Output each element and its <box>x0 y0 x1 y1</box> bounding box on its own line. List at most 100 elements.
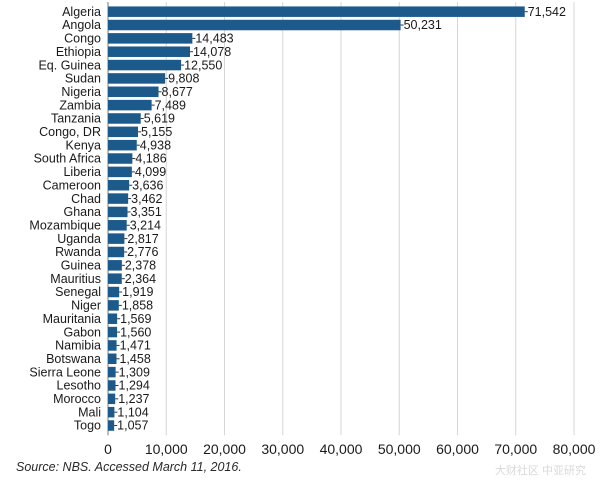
bar-22 <box>108 286 120 298</box>
value-label-11: 4,938 <box>140 138 171 152</box>
value-label-14: 3,636 <box>132 178 163 192</box>
category-label-28: Sierra Leone <box>29 365 101 379</box>
bar-12 <box>108 153 133 164</box>
value-label-18: 2,817 <box>127 232 158 246</box>
category-label-5: Eq. Guinea <box>38 58 101 72</box>
bar-5 <box>108 59 182 71</box>
x-tick-label-5: 50,000 <box>378 441 421 457</box>
category-label-8: Zambia <box>59 98 101 112</box>
value-label-20: 2,378 <box>125 259 156 273</box>
category-label-25: Gabon <box>63 325 101 339</box>
value-label-32: 1,057 <box>117 419 148 433</box>
bar-14 <box>108 179 130 191</box>
bar-3 <box>108 33 193 44</box>
category-label-21: Mauritius <box>50 272 101 286</box>
value-label-29: 1,294 <box>119 379 150 393</box>
bar-16 <box>108 206 128 218</box>
x-tick-label-3: 30,000 <box>261 441 304 457</box>
category-label-22: Senegal <box>55 285 101 299</box>
category-label-23: Niger <box>71 299 101 313</box>
bar-15 <box>108 193 129 204</box>
bar-20 <box>108 260 122 271</box>
value-label-10: 5,155 <box>141 125 172 139</box>
bar-10 <box>108 126 139 138</box>
x-tick-label-0: 0 <box>104 441 112 457</box>
category-label-17: Mozambique <box>29 218 101 232</box>
category-label-24: Mauritania <box>43 312 101 326</box>
value-label-8: 7,489 <box>155 98 186 112</box>
bar-21 <box>108 273 122 284</box>
category-label-10: Congo, DR <box>39 125 101 139</box>
bar-4 <box>108 46 191 57</box>
x-tick-label-1: 10,000 <box>145 441 188 457</box>
value-label-4: 14,078 <box>193 45 231 59</box>
value-label-22: 1,919 <box>122 285 153 299</box>
category-label-12: South Africa <box>34 152 101 166</box>
x-tick-label-8: 80,000 <box>553 441 596 457</box>
value-label-9: 5,619 <box>144 112 175 126</box>
value-label-27: 1,458 <box>119 352 150 366</box>
x-tick-label-7: 70,000 <box>494 441 537 457</box>
bar-2 <box>108 19 401 31</box>
category-label-13: Liberia <box>63 165 101 179</box>
category-label-16: Ghana <box>63 205 101 219</box>
category-label-20: Guinea <box>61 259 101 273</box>
value-label-24: 1,569 <box>120 312 151 326</box>
bar-25 <box>108 326 118 338</box>
bar-7 <box>108 86 159 98</box>
category-label-19: Rwanda <box>55 245 101 259</box>
category-label-31: Mali <box>78 405 101 419</box>
category-label-30: Morocco <box>53 392 101 406</box>
value-label-17: 3,214 <box>130 218 161 232</box>
category-label-4: Ethiopia <box>56 45 101 59</box>
bar-31 <box>108 406 115 418</box>
bar-13 <box>108 166 132 178</box>
source-note: Source: NBS. Accessed March 11, 2016. <box>16 460 242 474</box>
value-label-3: 14,483 <box>195 32 233 46</box>
bar-1 <box>108 6 525 17</box>
bar-30 <box>108 393 116 405</box>
bar-29 <box>108 380 116 391</box>
value-label-25: 1,560 <box>120 325 151 339</box>
category-label-6: Sudan <box>65 72 101 86</box>
category-label-27: Botswana <box>46 352 101 366</box>
category-label-3: Congo <box>64 32 101 46</box>
value-label-5: 12,550 <box>184 58 222 72</box>
bar-27 <box>108 353 117 365</box>
value-label-30: 1,237 <box>118 392 149 406</box>
x-tick-label-4: 40,000 <box>320 441 363 457</box>
value-label-16: 3,351 <box>131 205 162 219</box>
category-label-2: Angola <box>62 18 101 32</box>
category-label-14: Cameroon <box>43 178 101 192</box>
value-label-28: 1,309 <box>119 365 150 379</box>
value-label-6: 9,808 <box>168 72 199 86</box>
bar-6 <box>108 73 166 84</box>
value-label-23: 1,858 <box>122 299 153 313</box>
watermark: 大财社区 中亚研究 <box>494 465 586 477</box>
category-label-7: Nigeria <box>61 85 101 99</box>
bar-9 <box>108 113 141 124</box>
category-label-26: Namibia <box>55 339 101 353</box>
value-label-26: 1,471 <box>120 339 151 353</box>
value-label-12: 4,186 <box>135 152 166 166</box>
x-tick-label-2: 20,000 <box>203 441 246 457</box>
x-tick-label-6: 60,000 <box>436 441 479 457</box>
bar-18 <box>108 233 125 244</box>
value-label-15: 3,462 <box>131 192 162 206</box>
bar-11 <box>108 139 137 151</box>
bar-28 <box>108 366 116 378</box>
value-label-2: 50,231 <box>404 18 442 32</box>
bar-23 <box>108 300 119 311</box>
category-label-9: Tanzania <box>51 112 101 126</box>
category-label-18: Uganda <box>57 232 101 246</box>
value-label-19: 2,776 <box>127 245 158 259</box>
bar-32 <box>108 420 115 431</box>
value-label-21: 2,364 <box>125 272 156 286</box>
bar-17 <box>108 220 127 231</box>
value-label-7: 8,677 <box>162 85 193 99</box>
category-label-32: Togo <box>74 419 101 433</box>
category-label-11: Kenya <box>66 138 101 152</box>
bar-24 <box>108 313 118 324</box>
